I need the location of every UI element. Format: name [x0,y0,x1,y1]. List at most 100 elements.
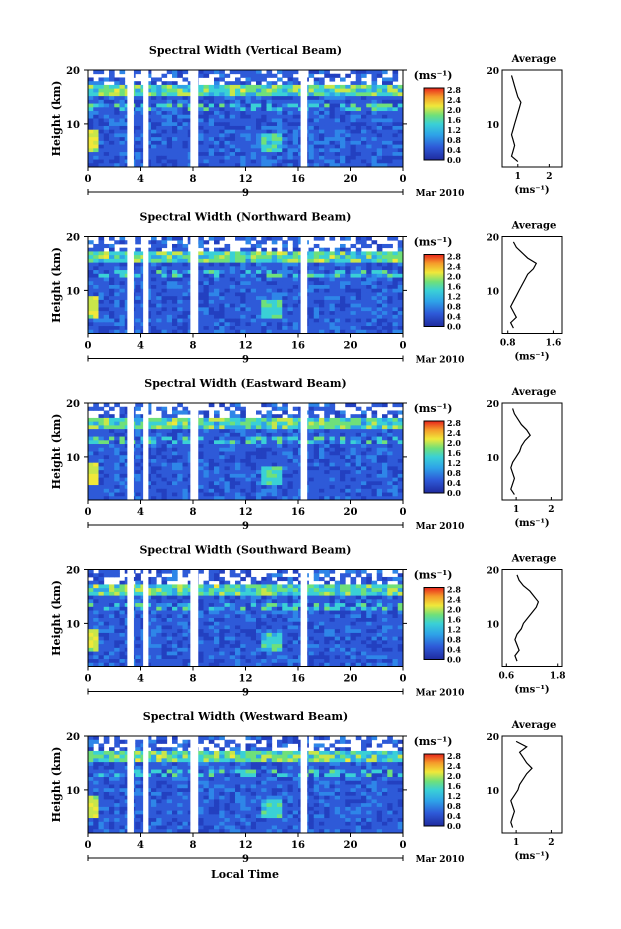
heatmap-cell [292,96,299,101]
heatmap-cell [340,329,346,334]
heatmap-cell [256,129,262,134]
heatmap-cell [266,299,273,305]
heatmap-cell [235,432,241,437]
heatmap-cell [235,329,241,334]
heatmap-cell [256,477,262,482]
heatmap-cell [319,299,325,305]
heatmap-cell [250,251,257,256]
heatmap-cell [198,432,204,437]
heatmap-cell [376,70,383,75]
heatmap-cell [98,458,105,464]
heatmap-cell [256,421,262,426]
heatmap-cell [161,485,168,490]
heatmap-cell [355,163,362,168]
heatmap-cell [334,421,341,426]
heatmap-cell [182,569,189,574]
heatmap-cell [319,88,325,93]
heatmap-cell [182,488,189,493]
heatmap-cell [355,481,362,486]
x-tick-label: 20 [344,507,358,518]
heatmap-cell [93,462,99,467]
heatmap-cell [214,103,220,108]
heatmap-cell [324,137,330,142]
heatmap-cell [135,99,141,104]
heatmap-cell [203,455,210,460]
heatmap-cell [208,148,215,153]
heatmap-cell [319,447,325,452]
heatmap-cell [166,251,173,256]
heatmap-cell [229,447,236,452]
heatmap-cell [319,429,325,434]
heatmap-cell [245,458,252,464]
heatmap-cell [214,466,220,471]
heatmap-cell [119,114,126,119]
heatmap-cell [229,488,236,493]
heatmap-cell [324,488,330,493]
heatmap-cell [366,155,372,160]
heatmap-cell [371,485,378,490]
heatmap-cell [229,99,236,104]
heatmap-cell [397,470,404,475]
heatmap-cell [350,99,357,104]
heatmap-cell [114,281,120,286]
heatmap-cell [93,440,99,445]
heatmap-cell [397,285,404,290]
heatmap-cell [371,270,378,275]
heatmap-cell [182,599,189,604]
heatmap-cell [366,406,372,411]
heatmap-cell [93,492,99,497]
heatmap-cell [229,255,236,260]
heatmap-cell [208,258,215,264]
heatmap-cell [151,114,157,119]
heatmap-cell [151,111,157,116]
heatmap-cell [103,118,110,123]
heatmap-cell [366,133,372,138]
heatmap-cell [313,299,320,305]
heatmap-cell [345,281,351,286]
heatmap-cell [240,406,246,411]
heatmap-cell [182,137,189,142]
heatmap-cell [214,603,220,608]
heatmap-cell [392,133,399,138]
heatmap-cell [151,432,157,437]
heatmap-cell [93,107,99,112]
heatmap-cell [88,107,94,112]
heatmap-cell [271,473,278,479]
heatmap-cell [172,311,178,316]
heatmap-cell [256,425,262,430]
heatmap-cell [313,103,320,108]
heatmap-cell [387,125,393,131]
heatmap-cell [397,273,404,278]
heatmap-cell [161,569,168,574]
heatmap-cell [172,603,178,608]
heatmap-cell [329,73,336,78]
heatmap-cell [208,96,215,101]
heatmap-cell [166,599,173,604]
heatmap-cell [319,122,325,127]
heatmap-cell [277,285,283,290]
heatmap-cell [88,591,94,597]
heatmap-cell [198,285,204,290]
heatmap-cell [397,429,404,434]
heatmap-cell [119,432,126,437]
heatmap-cell [382,111,388,116]
heatmap-cell [382,322,388,327]
heatmap-cell [292,118,299,123]
heatmap-cell [103,96,110,101]
heatmap-cell [145,247,152,252]
heatmap-cell [135,96,141,101]
heatmap-cell [387,485,393,490]
heatmap-cell [376,299,383,305]
heatmap-cell [203,432,210,437]
heatmap-cell [376,122,383,127]
heatmap-cell [397,410,404,415]
heatmap-cell [345,488,351,493]
heatmap-cell [324,288,330,293]
heatmap-cell [98,107,105,112]
heatmap-cell [235,133,241,138]
heatmap-cell [214,84,220,90]
heatmap-cell [250,152,257,157]
heatmap-cell [308,281,315,286]
heatmap-cell [287,580,294,585]
heatmap-cell [371,481,378,486]
